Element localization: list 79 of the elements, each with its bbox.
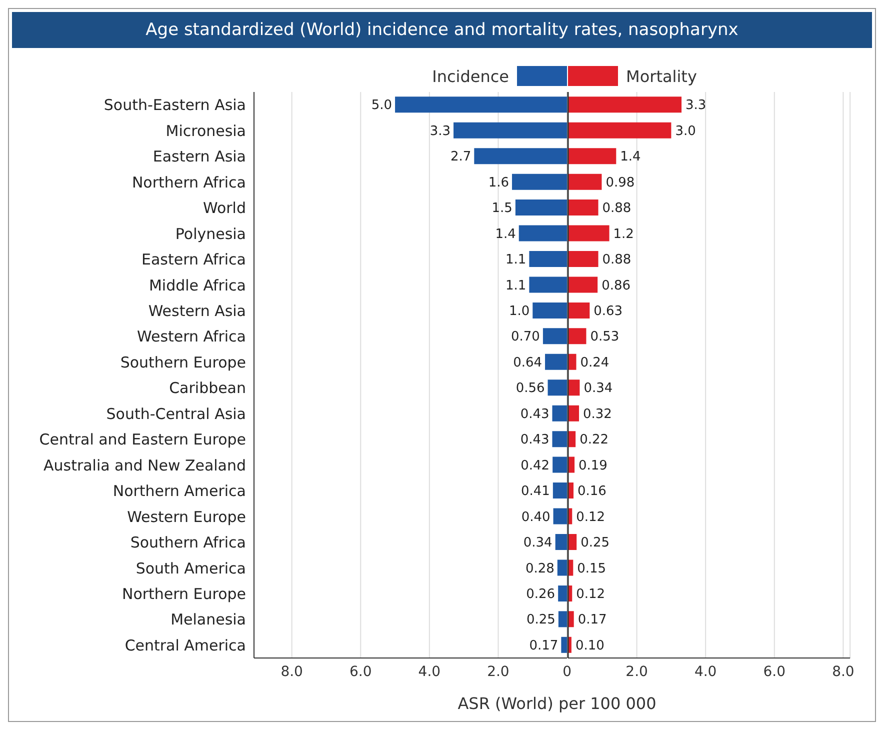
x-tick-label: 2.0	[487, 664, 510, 680]
data-label: 2.7	[450, 150, 472, 165]
data-label: 0.86	[602, 278, 631, 294]
data-label: 0.42	[520, 458, 550, 474]
y-tick-label: South America	[136, 559, 246, 578]
data-label: 0.40	[521, 510, 550, 525]
y-tick-label: Caribbean	[169, 379, 246, 398]
data-label: 0.43	[520, 432, 550, 448]
y-tick-label: Middle Africa	[148, 276, 246, 294]
data-label: 0.98	[606, 175, 635, 190]
x-tick-label: 0	[562, 664, 572, 680]
data-label: 0.12	[576, 510, 606, 525]
chart-title: Age standardized (World) incidence and mortality rates, nasopharynx	[12, 12, 872, 48]
y-tick-label: Melanesia	[170, 610, 246, 629]
data-label: 0.70	[511, 330, 540, 345]
y-tick-label: South-Central Asia	[106, 404, 246, 423]
data-label: 0.34	[584, 381, 613, 396]
y-tick-label: Southern Africa	[130, 534, 246, 552]
data-label: 0.88	[602, 252, 632, 268]
y-tick-label: Micronesia	[166, 122, 246, 140]
data-label: 0.34	[523, 536, 552, 551]
data-label: 0.88	[602, 201, 632, 216]
data-label: 0.10	[575, 638, 604, 654]
y-tick-label: Northern America	[112, 482, 246, 500]
data-label: 1.4	[620, 150, 641, 165]
data-label: 0.53	[590, 330, 620, 345]
data-label: 1.5	[492, 201, 512, 216]
data-label: 0.17	[578, 612, 607, 628]
y-tick-label: Western Africa	[137, 328, 246, 346]
data-label: 1.4	[495, 226, 516, 242]
y-tick-label: Eastern Africa	[142, 250, 246, 269]
y-tick-label: Southern Europe	[120, 353, 246, 372]
y-tick-label: Western Europe	[127, 508, 246, 526]
data-label: 0.15	[577, 561, 606, 576]
data-label: 5.0	[371, 98, 392, 114]
data-label: 0.16	[578, 484, 606, 500]
legend-label: Incidence	[432, 66, 510, 86]
y-tick-label: Central and Eastern Europe	[39, 430, 246, 449]
data-label: 1.1	[506, 278, 526, 294]
data-label: 0.25	[580, 536, 610, 551]
data-label: 0.28	[525, 561, 554, 576]
data-label: 0.24	[580, 355, 610, 370]
data-label: 0.63	[594, 304, 623, 319]
data-label: 3.0	[675, 124, 696, 139]
x-axis-title: ASR (World) per 100 000	[456, 694, 658, 713]
y-tick-label: Australia and New Zealand	[44, 456, 246, 474]
y-tick-label: World	[203, 199, 246, 218]
legend-label: Mortality	[626, 66, 697, 86]
data-label: 0.64	[513, 355, 542, 370]
data-label: 1.0	[508, 304, 530, 319]
data-label: 0.19	[578, 458, 608, 474]
data-label: 0.32	[583, 406, 612, 422]
x-tick-label: 4.0	[418, 664, 441, 680]
y-tick-label: Polynesia	[175, 224, 246, 243]
x-tick-label: 6.0	[763, 664, 786, 680]
data-label: 1.6	[488, 175, 509, 190]
data-label: 1.2	[613, 226, 634, 242]
data-label: 1.1	[506, 252, 526, 268]
y-tick-label: Western Asia	[148, 302, 246, 320]
data-label: 3.3	[686, 98, 706, 114]
x-tick-label: 2.0	[626, 664, 648, 680]
data-label: 0.43	[520, 406, 550, 422]
data-label: 3.3	[430, 124, 451, 139]
x-tick-label: 6.0	[350, 664, 372, 680]
y-tick-label: Northern Europe	[122, 585, 246, 604]
y-tick-label: South-Eastern Asia	[104, 96, 246, 114]
data-label: 0.26	[526, 586, 556, 602]
data-label: 0.25	[526, 612, 556, 628]
x-tick-label: 8.0	[280, 664, 303, 680]
data-label: 0.17	[529, 638, 558, 654]
data-label: 0.12	[576, 587, 606, 602]
y-tick-label: Northern Africa	[132, 173, 246, 192]
y-tick-label: Central America	[124, 636, 246, 654]
x-tick-label: 8.0	[832, 664, 854, 680]
y-tick-label: Eastern Asia	[152, 148, 246, 166]
data-label: 0.41	[521, 484, 550, 500]
data-label: 0.56	[516, 381, 545, 396]
x-tick-label: 4.0	[694, 664, 717, 680]
data-label: 0.22	[580, 432, 609, 448]
